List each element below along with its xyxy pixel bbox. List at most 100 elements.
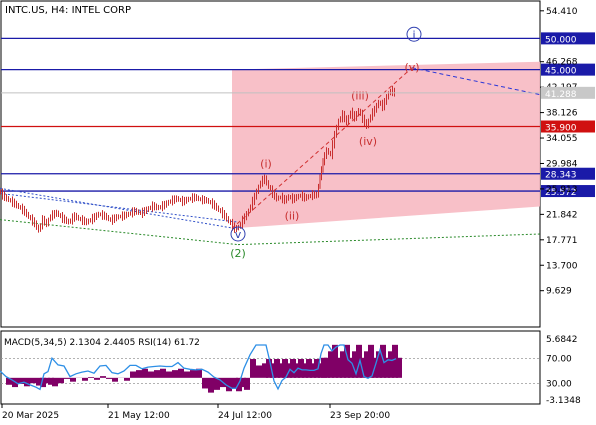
trend-line bbox=[411, 67, 541, 96]
price-tick-label: 38.126 bbox=[546, 109, 578, 119]
macd-bar bbox=[266, 359, 272, 378]
macd-bar bbox=[328, 351, 334, 378]
macd-bar bbox=[52, 377, 58, 387]
macd-bar bbox=[336, 357, 342, 378]
macd-bar bbox=[208, 377, 214, 393]
price-tick-label: 46.268 bbox=[546, 58, 578, 68]
level-tag bbox=[541, 167, 595, 180]
wave-label: (iv) bbox=[359, 135, 377, 148]
macd-bar bbox=[290, 359, 296, 378]
macd-bar bbox=[282, 359, 288, 378]
macd-bar bbox=[18, 377, 24, 384]
macd-bar bbox=[240, 377, 246, 388]
macd-bar bbox=[58, 377, 64, 384]
trend-line bbox=[231, 67, 413, 229]
level-tag-label: 35.900 bbox=[545, 124, 577, 134]
macd-bar bbox=[64, 377, 70, 379]
indicator-tick-label: -3.1348 bbox=[546, 396, 581, 406]
wave-label: (v) bbox=[404, 61, 419, 74]
macd-bar bbox=[364, 351, 370, 378]
trend-line bbox=[0, 187, 239, 230]
time-label: 23 Sep 20:00 bbox=[330, 411, 390, 421]
price-tick-label: 21.842 bbox=[546, 210, 578, 220]
time-label: 21 May 12:00 bbox=[108, 411, 170, 421]
macd-bar bbox=[348, 357, 354, 378]
macd-bar bbox=[226, 377, 232, 392]
time-label: 24 Jul 12:00 bbox=[218, 411, 272, 421]
macd-bar bbox=[302, 363, 308, 378]
level-tag bbox=[541, 63, 595, 76]
macd-bar bbox=[232, 377, 238, 389]
indicator-tick-label: 5.6842 bbox=[546, 335, 578, 345]
macd-bar bbox=[70, 377, 76, 382]
macd-bar bbox=[40, 377, 46, 388]
indicator-layer: 5.6842 70.00 30.00 -3.1348 bbox=[0, 335, 581, 406]
macd-bar bbox=[294, 363, 300, 378]
rsi-line bbox=[0, 344, 397, 391]
wave-label: v bbox=[235, 228, 242, 241]
macd-bar bbox=[376, 351, 382, 378]
chart-title: INTC.US, H4: INTEL CORP bbox=[5, 5, 131, 16]
current-price-tag bbox=[541, 86, 595, 99]
price-axis-layer: 54.41046.26842.19738.12634.05529.98425.9… bbox=[1, 7, 595, 297]
candles-layer bbox=[0, 85, 395, 233]
macd-bar bbox=[274, 359, 280, 378]
macd-bar bbox=[352, 351, 358, 378]
macd-bar bbox=[250, 359, 256, 378]
level-tag-label: 45.000 bbox=[545, 67, 577, 77]
wave-circle bbox=[406, 26, 422, 42]
macd-bar bbox=[306, 359, 312, 378]
indicator-label: MACD(5,34,5) 2.1304 2.4405 RSI(14) 61.72 bbox=[4, 338, 200, 348]
macd-bar bbox=[44, 377, 50, 384]
macd-bar bbox=[244, 377, 250, 390]
macd-bar bbox=[324, 357, 330, 378]
macd-bar bbox=[24, 377, 30, 387]
macd-bar bbox=[270, 363, 276, 378]
price-tick-label: 9.629 bbox=[546, 287, 572, 297]
time-axis-layer: 20 Mar 2025 21 May 12:00 24 Jul 12:00 23 Se… bbox=[1, 404, 390, 421]
target-zone-layer bbox=[232, 61, 540, 229]
macd-bar bbox=[172, 370, 178, 378]
target-zone bbox=[232, 61, 540, 229]
price-tick-label: 13.700 bbox=[546, 261, 578, 271]
macd-bar bbox=[48, 377, 54, 385]
macd-bar bbox=[314, 359, 320, 378]
macd-bar bbox=[154, 370, 160, 378]
level-tag bbox=[541, 120, 595, 133]
wave-label: (ii) bbox=[285, 209, 300, 222]
level-tag bbox=[541, 185, 595, 198]
macd-bar bbox=[184, 371, 190, 378]
macd-bar bbox=[130, 371, 136, 378]
current-price-label: 41.288 bbox=[545, 90, 577, 100]
macd-bar bbox=[392, 344, 398, 378]
indicator-tick-label: 70.00 bbox=[546, 355, 572, 365]
macd-bar bbox=[30, 377, 36, 384]
time-label: 20 Mar 2025 bbox=[2, 411, 59, 421]
macd-bar bbox=[262, 363, 268, 378]
macd-bar bbox=[100, 376, 106, 378]
macd-bar bbox=[160, 368, 166, 378]
macd-bar bbox=[360, 357, 366, 378]
wave-label: (i) bbox=[260, 157, 272, 170]
macd-bar bbox=[214, 377, 220, 390]
price-tick-label: 54.410 bbox=[546, 7, 578, 17]
macd-bar bbox=[236, 377, 242, 392]
indicator-pane[interactable] bbox=[0, 330, 541, 405]
macd-bar bbox=[356, 344, 362, 378]
macd-bar bbox=[368, 344, 374, 378]
macd-bar bbox=[190, 370, 196, 378]
level-tag bbox=[541, 32, 595, 45]
wave-label: i bbox=[412, 28, 415, 41]
macd-bar bbox=[332, 344, 338, 378]
level-tag-label: 25.572 bbox=[545, 188, 577, 198]
macd-bar bbox=[106, 377, 112, 379]
macd-bar bbox=[36, 377, 42, 386]
macd-bar bbox=[142, 368, 148, 378]
macd-bar bbox=[112, 377, 118, 382]
macd-bar bbox=[396, 357, 402, 378]
level-tag-label: 28.343 bbox=[545, 171, 577, 181]
macd-bar bbox=[136, 370, 142, 378]
macd-bar bbox=[202, 377, 208, 389]
level-tag-label: 50.000 bbox=[545, 35, 577, 45]
